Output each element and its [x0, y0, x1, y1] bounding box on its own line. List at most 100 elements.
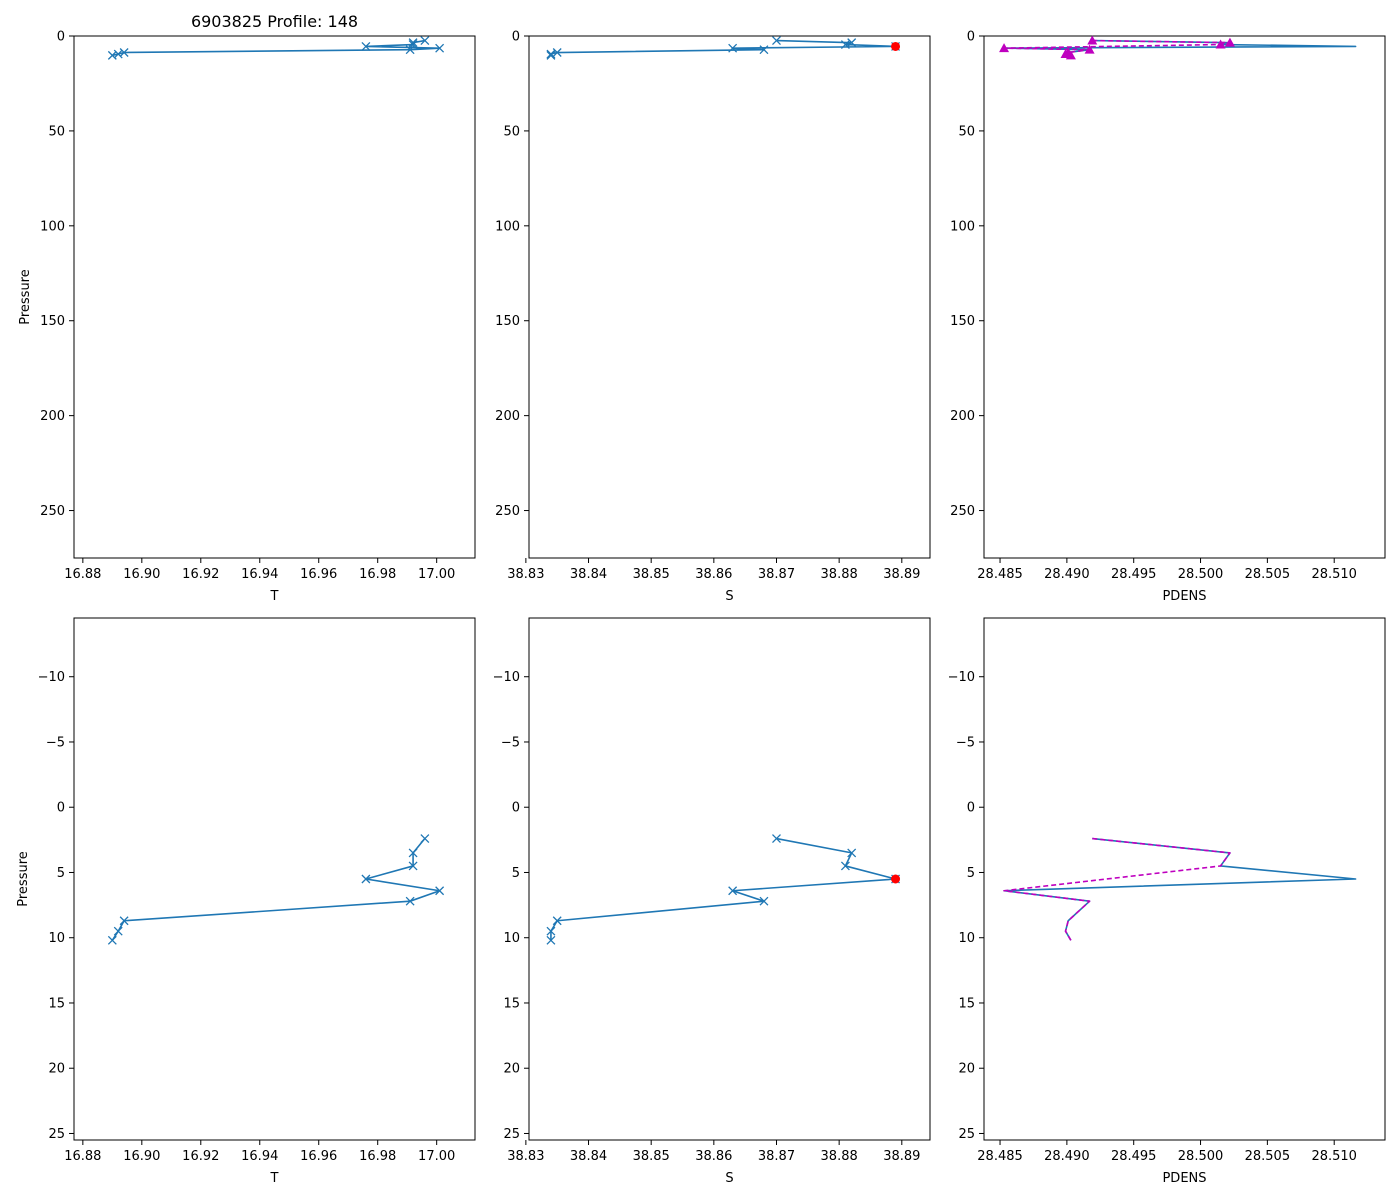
x-marker — [435, 43, 445, 53]
x-tick-label: 16.98 — [359, 1149, 396, 1164]
panel-bottom-density: PDENS 28.485 28.490 28.495 28.500 28.505 28.5… — [948, 617, 1386, 1186]
y-tick-label: 150 — [950, 314, 975, 329]
y-tick-label: 200 — [495, 409, 520, 424]
y-tick-label: 0 — [512, 30, 520, 45]
x-marker — [546, 50, 556, 60]
y-tick-label: 200 — [40, 409, 65, 424]
x-marker — [408, 848, 418, 858]
x-tick-label: 16.90 — [123, 567, 160, 582]
x-tick-label: 28.510 — [1311, 1149, 1357, 1164]
x-tick-label: 38.89 — [883, 567, 920, 582]
x-tick-label: 28.490 — [1044, 1149, 1090, 1164]
triangle-marker — [999, 43, 1010, 53]
y-tick-label: −5 — [956, 735, 975, 750]
x-marker — [408, 861, 418, 871]
x-marker — [759, 45, 769, 55]
x-tick-label: 38.84 — [570, 567, 607, 582]
y-axis-label-pressure-bottom: Pressure — [16, 851, 31, 907]
flagged-point — [891, 874, 901, 884]
plot-frame — [983, 35, 1386, 559]
y-tick-label: 150 — [495, 314, 520, 329]
x-tick-label: 16.98 — [359, 567, 396, 582]
y-tick-label: 0 — [57, 801, 65, 816]
y-tick-label: 25 — [48, 1127, 65, 1142]
x-tick-label: 28.485 — [977, 1149, 1023, 1164]
y-tick-label: 0 — [967, 30, 975, 45]
x-tick-label: 38.84 — [570, 1149, 607, 1164]
y-tick-label: 150 — [40, 314, 65, 329]
x-marker — [435, 886, 445, 896]
x-marker — [420, 834, 430, 844]
x-tick-label: 38.89 — [883, 1149, 920, 1164]
x-tick-label: 28.505 — [1245, 1149, 1291, 1164]
panel-bottom-temperature: T Pressure 16.88 16.90 16.92 16.94 16.96 16.9… — [16, 617, 476, 1186]
y-tick-label: 10 — [48, 931, 65, 946]
x-tick-label: 28.485 — [977, 567, 1023, 582]
y-axis-label-pressure-top: Pressure — [18, 269, 33, 325]
x-marker — [361, 41, 371, 51]
panel-top-temperature: 6903825 Profile: 148 T Pressure 16.88 16.… — [18, 12, 476, 604]
x-marker — [772, 834, 781, 844]
x-axis-label-s-top: S — [725, 589, 733, 604]
y-tick-label: 0 — [57, 30, 65, 45]
x-marker — [113, 926, 123, 936]
x-marker — [546, 926, 556, 936]
x-tick-label: 28.500 — [1178, 1149, 1224, 1164]
y-tick-label: −10 — [38, 670, 65, 685]
y-tick-label: 50 — [48, 124, 65, 139]
x-axis-label-pdens-bottom: PDENS — [1162, 1171, 1206, 1186]
x-tick-label: 16.96 — [300, 1149, 337, 1164]
x-axis-label-pdens-top: PDENS — [1162, 589, 1206, 604]
y-tick-label: 5 — [967, 866, 975, 881]
x-tick-label: 28.495 — [1111, 1149, 1157, 1164]
y-tick-label: 200 — [950, 409, 975, 424]
x-marker — [847, 848, 857, 858]
x-tick-label: 38.85 — [633, 1149, 670, 1164]
x-marker — [840, 40, 850, 50]
x-tick-label: 38.87 — [758, 1149, 795, 1164]
x-marker — [408, 38, 418, 48]
flagged-point — [891, 41, 901, 51]
plot-frame — [73, 35, 476, 559]
y-tick-label: 5 — [57, 866, 65, 881]
x-marker — [408, 40, 418, 50]
sorted-density-line — [1003, 837, 1231, 941]
x-tick-label: 28.505 — [1245, 567, 1291, 582]
y-tick-label: 0 — [512, 801, 520, 816]
y-tick-label: 250 — [495, 504, 520, 519]
figure-title: 6903825 Profile: 148 — [191, 12, 358, 31]
x-tick-label: 38.85 — [633, 567, 670, 582]
y-tick-label: 50 — [958, 124, 975, 139]
y-tick-label: 15 — [503, 996, 520, 1011]
x-marker — [107, 935, 117, 945]
plot-frame — [528, 35, 931, 559]
plot-frame — [983, 617, 1386, 1141]
y-tick-label: 50 — [503, 124, 520, 139]
x-tick-label: 16.90 — [123, 1149, 160, 1164]
x-tick-label: 38.83 — [507, 567, 544, 582]
x-marker — [119, 48, 129, 57]
x-tick-label: 28.500 — [1178, 567, 1224, 582]
x-marker — [405, 896, 415, 906]
x-marker — [119, 916, 129, 926]
panel-top-salinity: S 38.83 38.84 38.85 38.86 38.87 38.88 38.89 0 50… — [495, 30, 931, 604]
x-marker — [107, 50, 117, 60]
y-tick-label: 250 — [950, 504, 975, 519]
x-tick-label: 16.92 — [182, 567, 219, 582]
x-tick-label: 17.00 — [418, 1149, 455, 1164]
x-axis-label-s-bottom: S — [725, 1171, 733, 1186]
triangle-marker — [1065, 50, 1076, 60]
x-axis-label-t-bottom: T — [270, 1171, 279, 1186]
panel-bottom-salinity: S 38.83 38.84 38.85 38.86 38.87 38.88 38.89 −10… — [493, 617, 931, 1186]
x-tick-label: 28.510 — [1311, 567, 1357, 582]
x-tick-label: 38.88 — [821, 1149, 858, 1164]
x-tick-label: 16.92 — [182, 1149, 219, 1164]
y-tick-label: 10 — [958, 931, 975, 946]
x-marker — [420, 36, 430, 46]
y-tick-label: 15 — [958, 996, 975, 1011]
y-tick-label: 25 — [503, 1127, 520, 1142]
x-tick-label: 16.94 — [241, 1149, 278, 1164]
y-tick-label: 100 — [40, 219, 65, 234]
x-marker — [728, 43, 738, 53]
y-tick-label: 5 — [512, 866, 520, 881]
